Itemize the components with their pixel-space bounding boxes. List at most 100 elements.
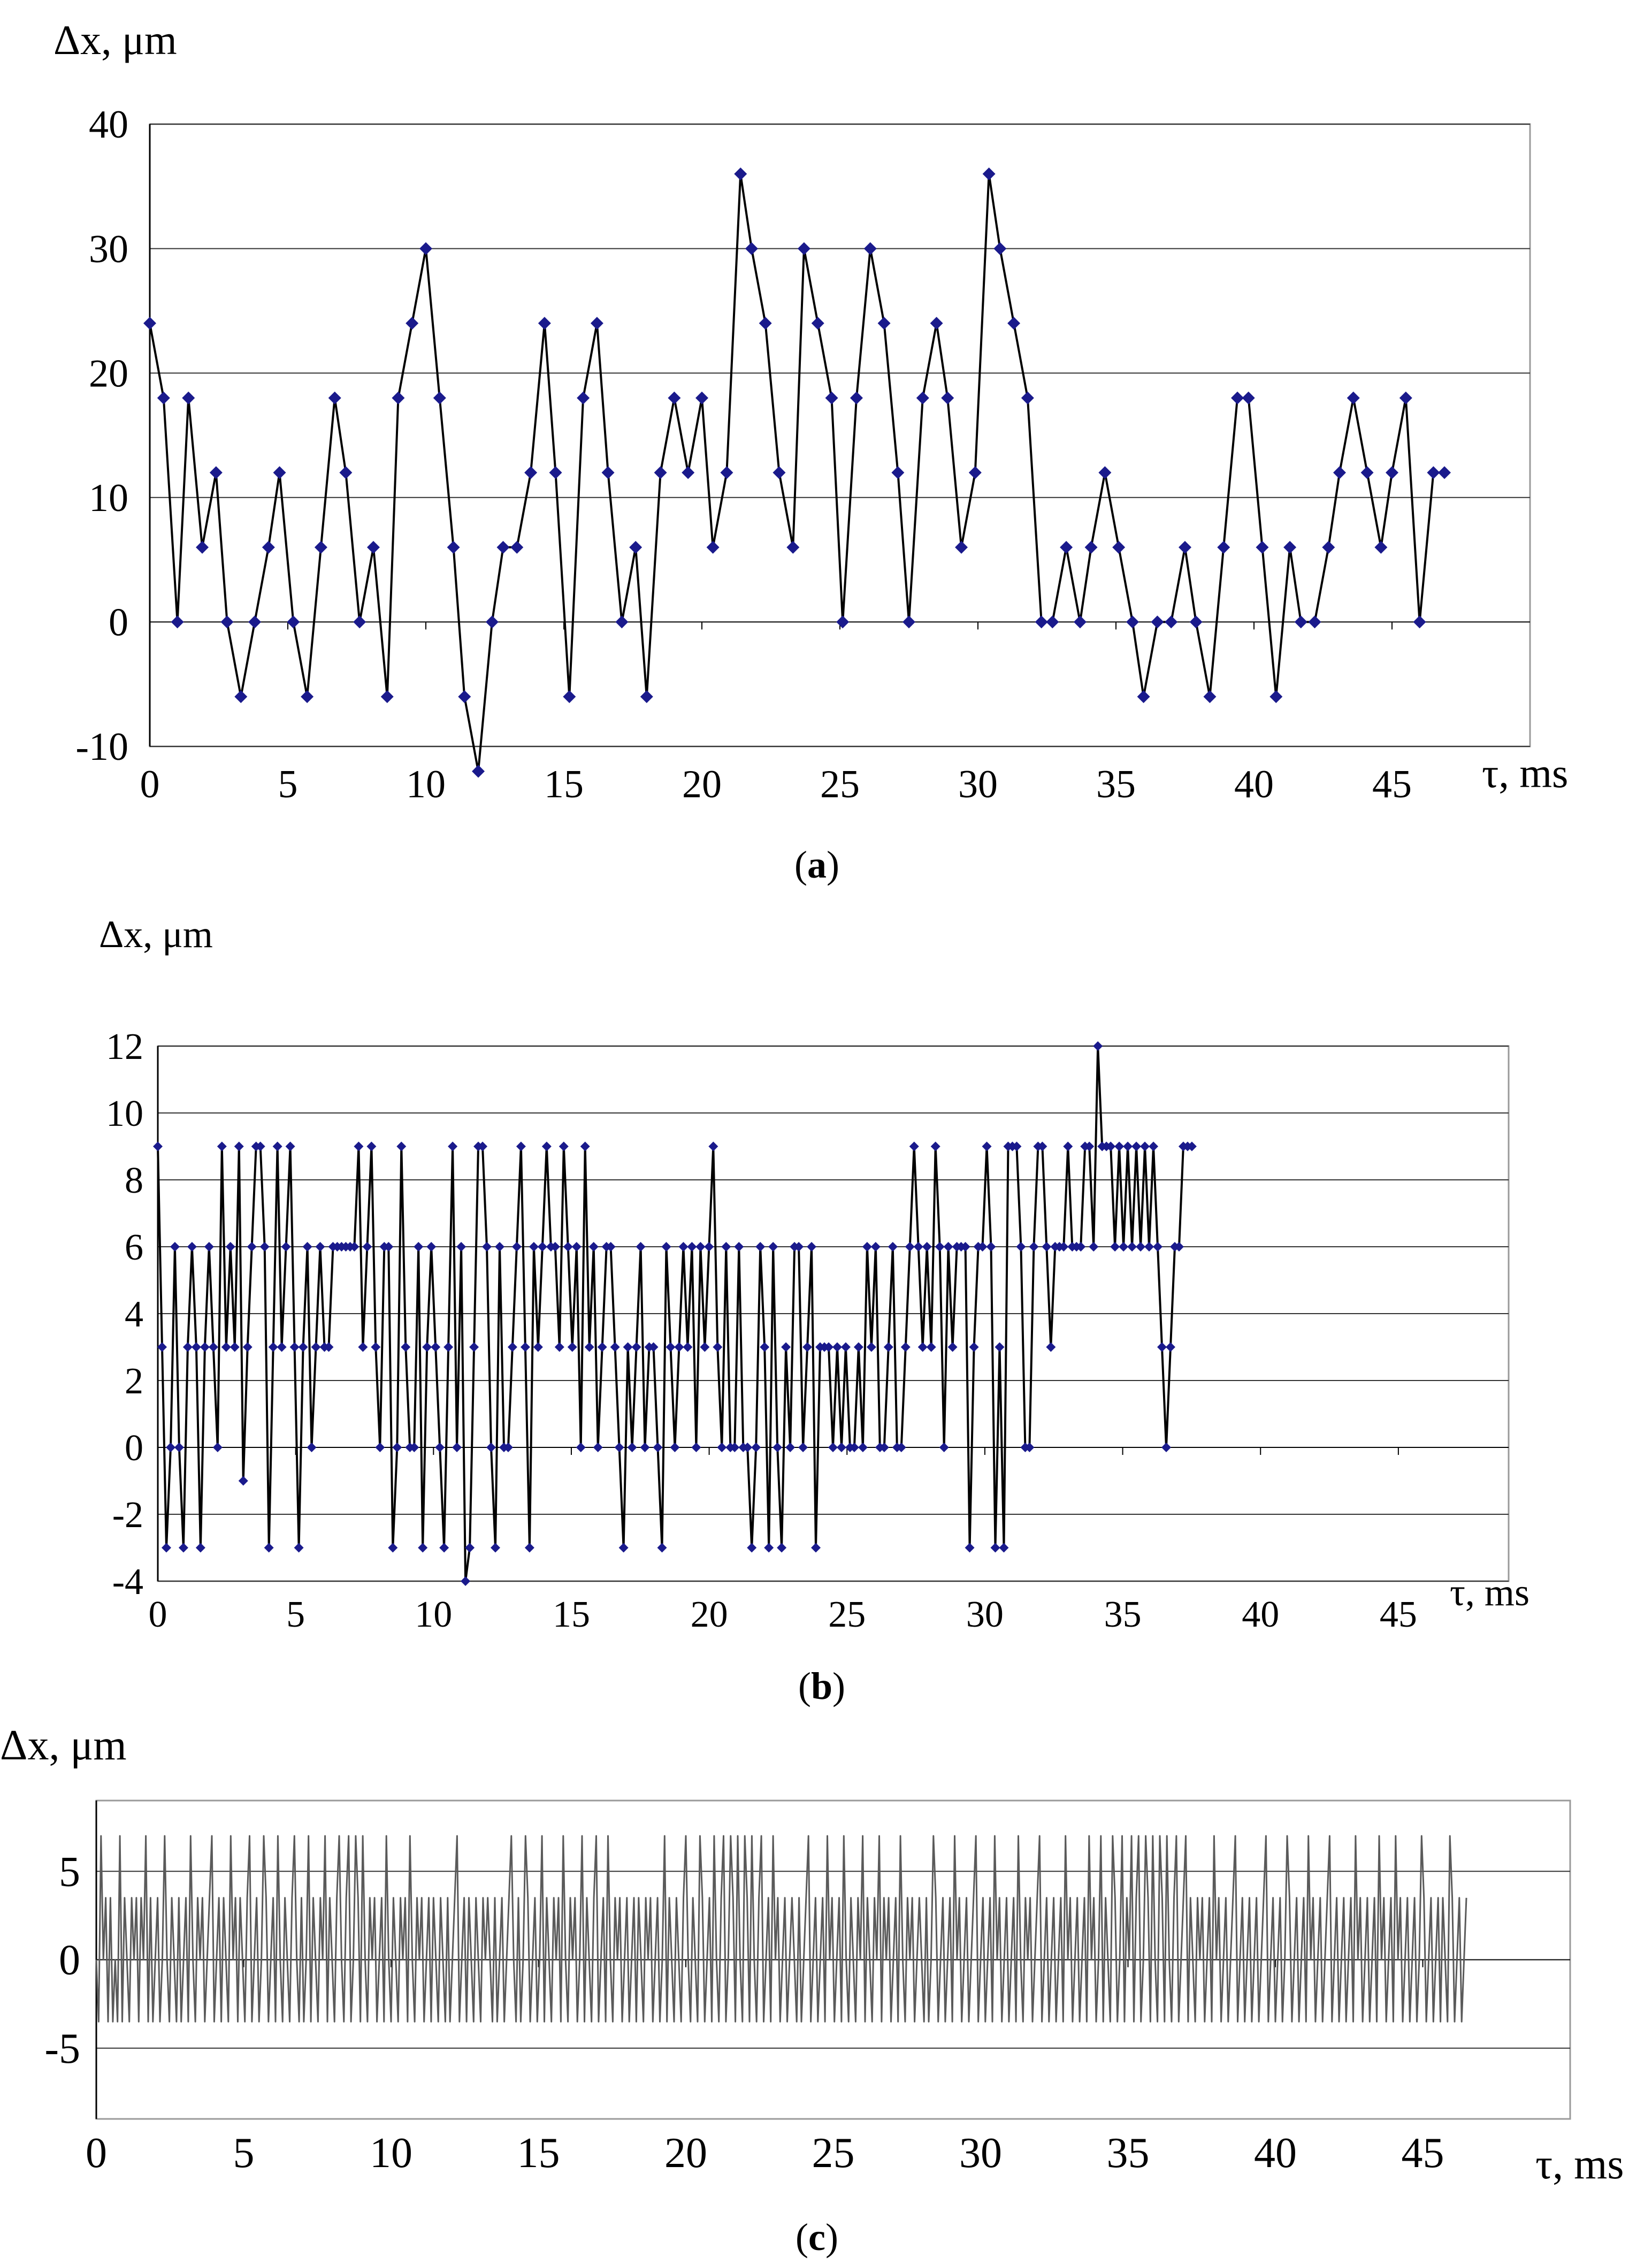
y-tick-label-b: -2 (112, 1494, 143, 1536)
data-point-b (708, 1141, 718, 1151)
y-tick-label-a: 30 (89, 227, 128, 271)
data-point-b (853, 1342, 863, 1352)
data-point-b (170, 1242, 180, 1252)
data-point-b (1063, 1141, 1073, 1151)
data-point-a (1060, 540, 1073, 554)
data-point-b (858, 1443, 868, 1452)
data-point-b (636, 1242, 646, 1252)
x-axis-label-a: τ, ms (1482, 750, 1569, 796)
data-point-b (435, 1443, 445, 1452)
data-point-b (623, 1342, 633, 1352)
data-point-b (730, 1443, 740, 1452)
data-point-b (614, 1443, 624, 1452)
caption-c: (c) (796, 2216, 838, 2259)
data-point-b (896, 1443, 906, 1452)
data-point-b (268, 1342, 278, 1352)
data-point-a (1189, 615, 1203, 629)
data-point-b (1042, 1242, 1052, 1252)
y-axis-label-c: Δx, μm (0, 1722, 127, 1769)
data-point-a (759, 317, 772, 330)
data-point-b (422, 1342, 432, 1352)
data-point-a (262, 540, 275, 554)
y-tick-label-b: 4 (125, 1294, 143, 1335)
data-point-a (1322, 540, 1335, 554)
data-point-b (392, 1443, 402, 1452)
data-point-b (995, 1342, 1005, 1352)
data-point-b (414, 1242, 424, 1252)
x-tick-label-a: 35 (1096, 762, 1136, 806)
data-point-b (469, 1342, 479, 1352)
data-point-a (1427, 466, 1440, 479)
data-point-a (1137, 690, 1150, 703)
x-tick-label-c: 30 (959, 2130, 1002, 2177)
x-tick-label-a: 15 (544, 762, 584, 806)
data-point-b (375, 1443, 385, 1452)
data-point-b (721, 1242, 731, 1252)
data-point-a (496, 540, 510, 554)
data-point-b (1153, 1242, 1163, 1252)
data-point-b (426, 1242, 437, 1252)
data-point-b (768, 1242, 778, 1252)
x-tick-label-a: 45 (1372, 762, 1412, 806)
data-point-b (439, 1543, 449, 1553)
data-point-b (456, 1242, 466, 1252)
x-tick-label-c: 40 (1254, 2130, 1297, 2177)
data-point-a (720, 466, 733, 479)
data-point-b (960, 1242, 970, 1252)
data-point-a (157, 391, 170, 405)
y-tick-label-a: 20 (89, 352, 128, 395)
data-point-b (926, 1342, 936, 1352)
data-point-b (840, 1342, 851, 1352)
data-point-b (999, 1543, 1009, 1553)
data-point-b (157, 1342, 167, 1352)
data-point-a (930, 317, 943, 330)
y-tick-label-b: 12 (106, 1026, 143, 1067)
data-point-a (1179, 540, 1191, 554)
data-point-a (380, 690, 394, 703)
data-point-a (524, 466, 538, 479)
data-point-a (1203, 690, 1217, 703)
data-point-b (182, 1342, 193, 1352)
data-point-a (1333, 466, 1346, 479)
data-point-b (743, 1443, 753, 1452)
data-point-b (1046, 1342, 1056, 1352)
data-point-a (248, 615, 262, 629)
data-point-b (571, 1242, 582, 1252)
data-point-b (755, 1242, 766, 1252)
data-point-b (811, 1543, 821, 1553)
x-tick-label-c: 20 (664, 2130, 707, 2177)
data-point-b (798, 1443, 808, 1452)
x-tick-label-a: 40 (1234, 762, 1274, 806)
data-point-b (217, 1141, 227, 1151)
data-point-a (366, 540, 380, 554)
data-point-b (939, 1443, 949, 1452)
data-point-b (1012, 1141, 1022, 1151)
data-point-b (195, 1543, 205, 1553)
x-tick-label-a: 25 (820, 762, 860, 806)
data-point-a (182, 391, 195, 405)
chart-panel-b: Δx, μm -4 -2 0 2 4 6 8 10 12 0 5 10 15 20 25 30 35 40 45 τ… (0, 894, 1652, 1707)
data-point-b (640, 1443, 650, 1452)
data-point-b (606, 1242, 616, 1252)
data-point-b (294, 1543, 304, 1553)
data-point-b (324, 1342, 334, 1352)
data-point-b (1157, 1342, 1167, 1352)
data-point-b (695, 1242, 706, 1252)
x-tick-label-b: 25 (828, 1594, 866, 1635)
data-point-a (1360, 466, 1374, 479)
data-point-b (674, 1342, 684, 1352)
data-point-b (648, 1342, 659, 1352)
series-line-c (95, 1835, 1467, 2023)
data-point-b (503, 1443, 513, 1452)
data-point-b (653, 1443, 663, 1452)
data-point-b (563, 1242, 573, 1252)
data-point-b (922, 1242, 932, 1252)
data-point-a (682, 466, 695, 479)
data-point-b (870, 1242, 881, 1252)
data-point-b (478, 1141, 488, 1151)
data-point-b (550, 1242, 560, 1252)
data-point-b (883, 1342, 893, 1352)
data-point-b (1024, 1443, 1035, 1452)
data-point-b (760, 1342, 770, 1352)
data-point-b (448, 1141, 458, 1151)
